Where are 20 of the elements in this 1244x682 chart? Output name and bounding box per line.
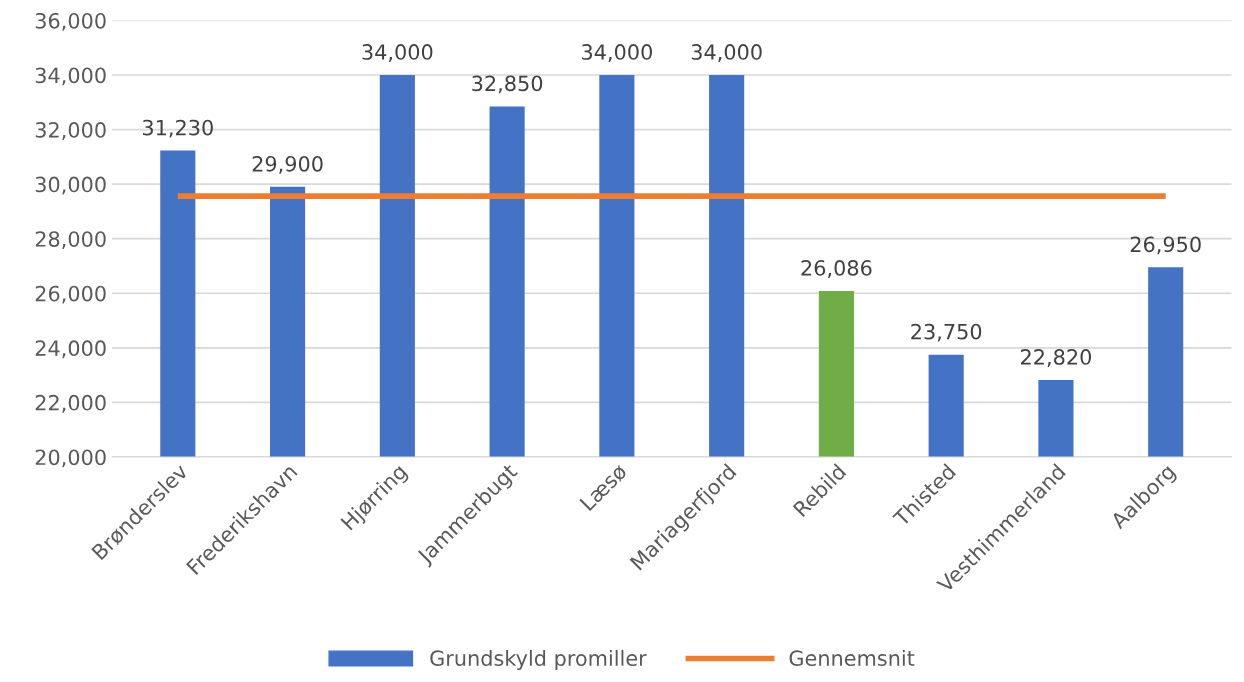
- data-label: 26,086: [801, 260, 872, 278]
- data-label: 34,000: [582, 44, 652, 62]
- data-label: 34,000: [691, 44, 762, 62]
- legend-label: Grundskyld promiller: [430, 649, 647, 671]
- data-label: 29,900: [252, 155, 323, 174]
- y-tick-label: 32,000: [35, 122, 106, 140]
- data-label: 32,850: [472, 75, 543, 94]
- y-tick-label: 36,000: [35, 12, 106, 31]
- y-tick-label: 30,000: [35, 176, 106, 195]
- y-tick-label: 24,000: [35, 340, 106, 359]
- legend-label: Gennemsnit: [789, 649, 915, 667]
- data-label: 26,950: [1130, 236, 1201, 255]
- y-tick-label: 22,000: [35, 394, 106, 413]
- data-label: 31,230: [142, 119, 213, 138]
- data-label: 34,000: [362, 44, 433, 62]
- y-tick-label: 28,000: [35, 231, 106, 250]
- data-label: 22,820: [1021, 349, 1091, 367]
- data-label: 23,750: [911, 323, 982, 342]
- y-tick-label: 34,000: [35, 67, 106, 86]
- y-tick-label: 26,000: [35, 285, 106, 304]
